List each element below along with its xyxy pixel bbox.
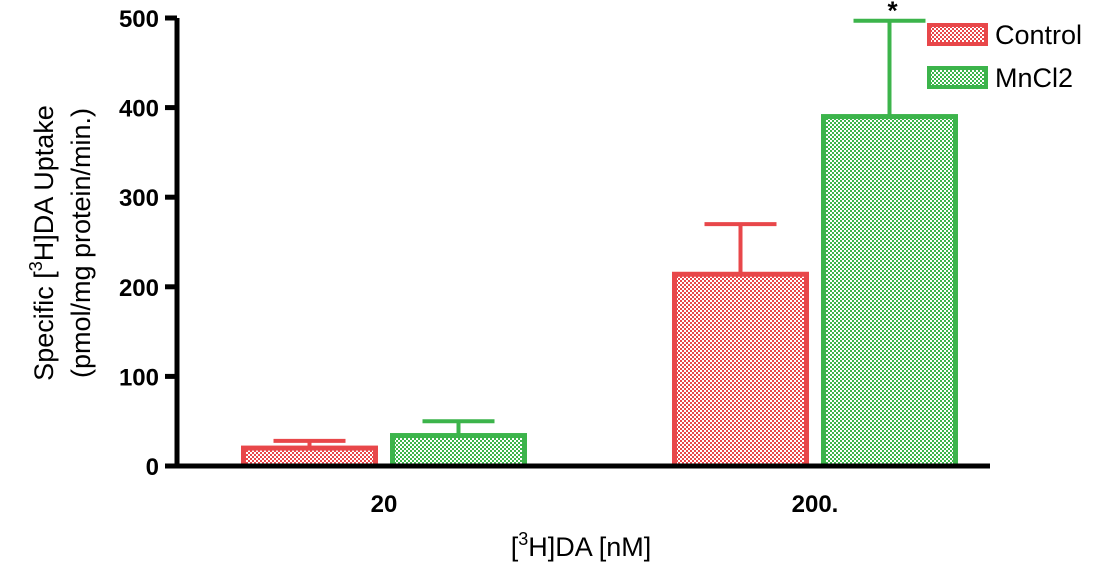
significance-mark: *: [887, 0, 898, 26]
y-tick-label: 100: [119, 364, 159, 391]
legend-swatch-control: [927, 23, 988, 46]
y-tick-label: 300: [119, 185, 159, 212]
legend-label-control: Control: [995, 20, 1082, 50]
x-axis-title: [3H]DA [nM]: [511, 529, 652, 562]
y-axis-title-line1: Specific [3H]DA Uptake: [26, 105, 59, 381]
x-axis-title-superscript: 3: [518, 529, 528, 549]
y-tick-label: 500: [119, 6, 159, 33]
legend-label-mncl2: MnCl2: [995, 63, 1073, 93]
bar-control-1: [672, 271, 809, 469]
y-axis-title-suffix: H]DA Uptake: [29, 105, 59, 261]
plot-area: 0 100 200 300 400 500 20 200. *: [119, 0, 990, 518]
y-tick-label: 400: [119, 96, 159, 123]
y-tick-label: 200: [119, 275, 159, 302]
y-axis-title-prefix: Specific [: [29, 271, 59, 381]
bar-mncl2-1: [821, 114, 958, 469]
y-tick-label: 0: [146, 454, 159, 481]
x-axis-title-suffix: H]DA [nM]: [528, 532, 651, 562]
x-axis-title-prefix: [: [511, 532, 519, 562]
legend-swatch-mncl2: [927, 66, 988, 89]
y-axis-title-superscript: 3: [26, 261, 46, 271]
y-axis-title-line2: (pmol/mg protein/min.): [66, 108, 96, 378]
bar-mncl2-0: [390, 433, 527, 469]
y-axis-title: Specific [3H]DA Uptake (pmol/mg protein/…: [26, 105, 96, 381]
bar-control-0: [241, 445, 378, 469]
legend: Control MnCl2: [927, 20, 1082, 93]
x-tick-label: 200.: [792, 491, 839, 518]
x-tick-label: 20: [371, 491, 398, 518]
